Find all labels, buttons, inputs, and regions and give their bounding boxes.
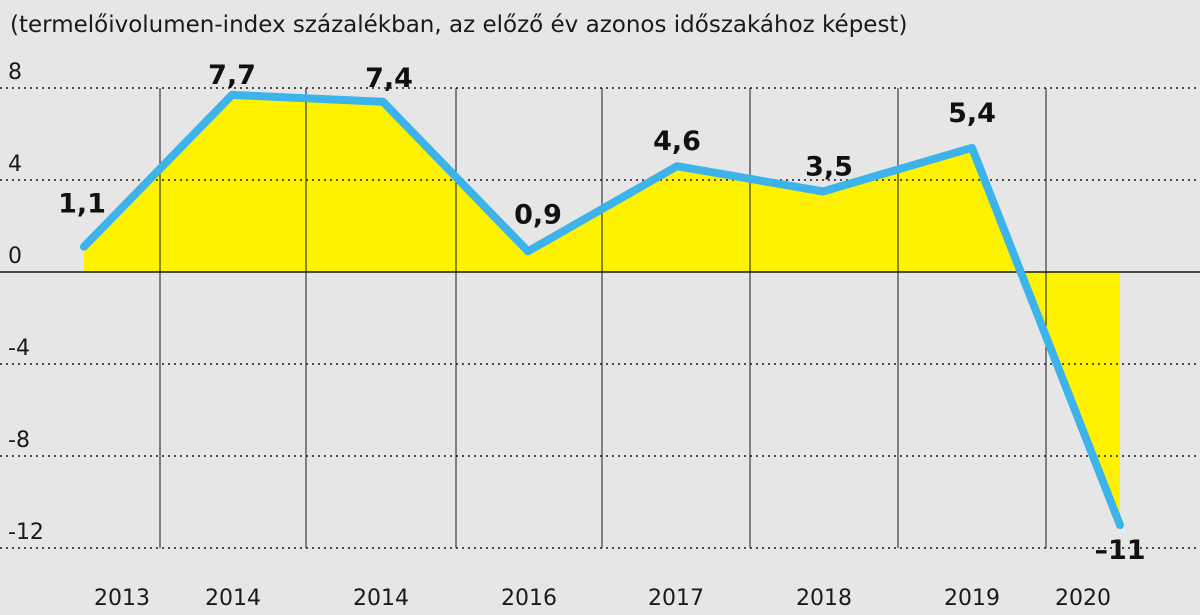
x-tick-label: 2017: [648, 586, 704, 611]
data-label: 3,5: [805, 152, 853, 183]
y-tick-label: 4: [8, 152, 22, 177]
chart-subtitle: (termelőivolumen-index százalékban, az e…: [10, 12, 908, 38]
x-tick-label: 2020: [1055, 586, 1111, 611]
x-tick-label: 2013: [94, 586, 150, 611]
x-tick-label: 2014: [205, 586, 261, 611]
y-tick-label: -4: [8, 336, 30, 361]
area-fill-segment: [84, 94, 232, 273]
data-label: 4,6: [653, 126, 701, 157]
y-tick-label: 0: [8, 244, 22, 269]
x-tick-label: 2018: [796, 586, 852, 611]
data-label: 0,9: [514, 199, 562, 230]
x-tick-label: 2014: [353, 586, 409, 611]
data-label: 1,1: [58, 189, 106, 220]
data-label: –11: [1094, 535, 1145, 566]
data-label: 5,4: [948, 98, 996, 129]
y-tick-label: 8: [8, 60, 22, 85]
area-fill-segment: [232, 94, 383, 273]
series-line: [80, 90, 1124, 529]
x-tick-label: 2019: [944, 586, 1000, 611]
data-label: 7,4: [365, 63, 413, 94]
y-tick-label: -12: [8, 520, 44, 545]
y-tick-label: -8: [8, 428, 30, 453]
x-tick-label: 2016: [501, 586, 557, 611]
data-label: 7,7: [208, 60, 256, 91]
